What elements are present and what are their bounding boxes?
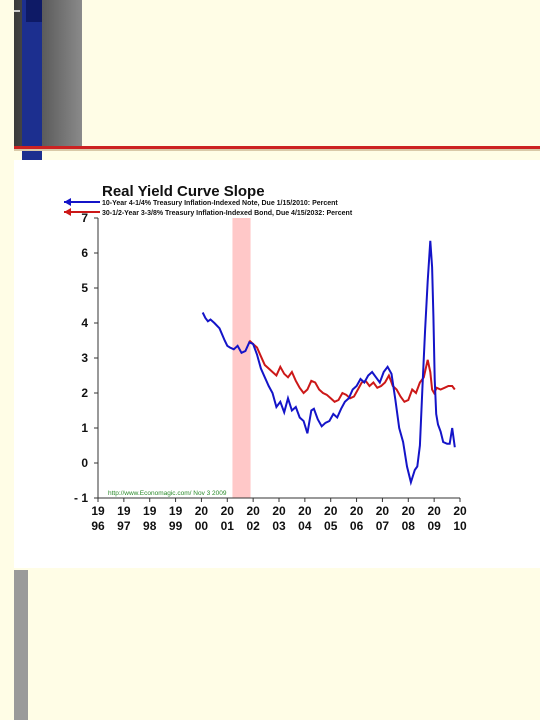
x-tick-label: 19 [169,504,183,518]
x-tick-label: 10 [453,519,467,533]
y-tick-labels: - 1 0 1 2 3 4 5 6 7 [74,211,98,505]
x-tick-label: 03 [272,519,286,533]
x-tick-label: 20 [221,504,235,518]
x-tick-label: 20 [376,504,390,518]
y-tick-label: - 1 [74,491,88,505]
x-tick-label: 20 [195,504,209,518]
decorative-bottom-bar [14,570,28,720]
decorative-tick [14,10,20,12]
x-tick-label: 97 [117,519,131,533]
recession-band [232,218,251,498]
yield-curve-chart: Real Yield Curve Slope 10-Year 4-1/4% Tr… [64,183,467,533]
x-tick-label: 19 [91,504,105,518]
x-tick-label: 08 [402,519,416,533]
chart-panel: Real Yield Curve Slope 10-Year 4-1/4% Tr… [14,160,540,568]
legend: 10-Year 4-1/4% Treasury Inflation-Indexe… [64,198,353,217]
y-tick-label: 0 [81,456,88,470]
x-tick-label: 02 [246,519,260,533]
x-tick-label: 20 [402,504,416,518]
decorative-blue-bar [22,0,42,162]
y-tick-label: 6 [81,246,88,260]
y-tick-label: 7 [81,211,88,225]
series-line-30yr [248,339,456,404]
x-tick-label: 19 [143,504,157,518]
legend-label-30yr: 30-1/2-Year 3-3/8% Treasury Inflation-In… [102,210,353,217]
x-tick-label: 20 [427,504,441,518]
title-divider-shadow [14,149,540,151]
x-tick-labels: 1996199719981999200020012002200320042005… [91,498,467,533]
y-tick-label: 4 [81,316,88,330]
x-tick-label: 01 [221,519,235,533]
chart-title: Real Yield Curve Slope [102,183,265,200]
x-tick-label: 07 [376,519,390,533]
source-note: http://www.Economagic.com/ Nov 3 2009 [108,490,227,497]
legend-label-10yr: 10-Year 4-1/4% Treasury Inflation-Indexe… [102,200,338,207]
x-tick-label: 20 [272,504,286,518]
x-tick-label: 99 [169,519,183,533]
y-tick-label: 5 [81,281,88,295]
x-tick-label: 04 [298,519,312,533]
decorative-blue-bar-top [26,0,42,22]
x-tick-label: 20 [246,504,260,518]
x-tick-label: 09 [427,519,441,533]
x-tick-label: 20 [350,504,364,518]
y-tick-label: 1 [81,421,88,435]
x-tick-label: 05 [324,519,338,533]
x-tick-label: 20 [324,504,338,518]
series-line-10yr [201,240,456,486]
x-tick-label: 06 [350,519,364,533]
title-divider-line [14,146,540,149]
x-tick-label: 20 [298,504,312,518]
x-tick-label: 19 [117,504,131,518]
y-tick-label: 3 [81,351,88,365]
x-tick-label: 98 [143,519,157,533]
y-tick-label: 2 [81,386,88,400]
x-tick-label: 20 [453,504,467,518]
legend-arrow-30yr-icon [64,208,71,216]
x-tick-label: 96 [91,519,105,533]
legend-arrow-10yr-icon [64,198,71,206]
x-tick-label: 00 [195,519,209,533]
